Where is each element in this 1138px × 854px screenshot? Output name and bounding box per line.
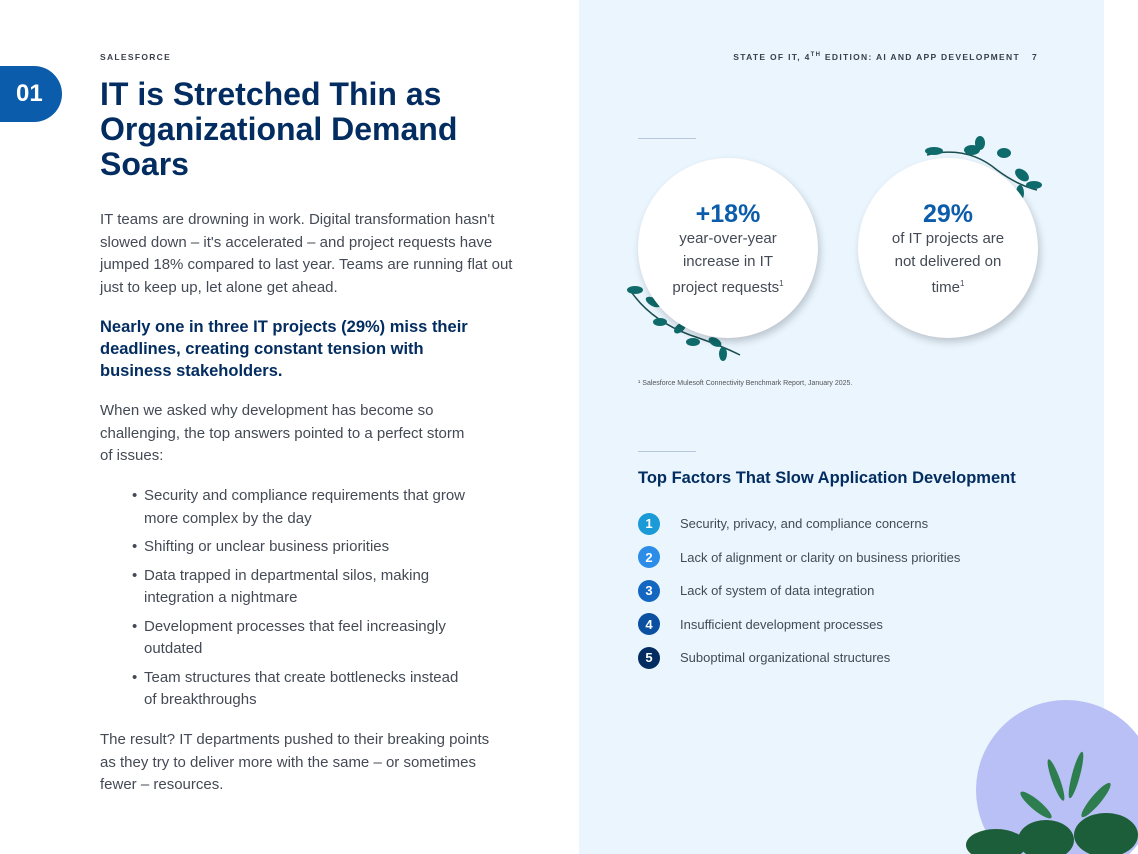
list-item: Data trapped in departmental silos, maki…: [132, 565, 472, 610]
list-item: Security and compliance requirements tha…: [132, 485, 472, 530]
footnote-ref: 1: [959, 279, 965, 288]
leaves-decoration-left: [627, 286, 741, 361]
factor-text: Security, privacy, and compliance concer…: [680, 516, 929, 532]
stat-text: of IT projects are not delivered on time: [891, 230, 1005, 296]
factor-item: 4 Insufficient development processes: [638, 608, 960, 642]
page-number: 7: [1031, 52, 1038, 62]
factor-text: Insufficient development processes: [680, 616, 883, 632]
factors-list: 1 Security, privacy, and compliance conce…: [638, 507, 960, 675]
lead-in-paragraph: When we asked why development has become…: [100, 402, 465, 464]
stat-description: year-over-year increase in IT project re…: [663, 228, 793, 300]
factor-text: Lack of system of data integration: [680, 583, 875, 599]
header-title-rest: EDITION: AI AND APP DEVELOPMENT: [821, 52, 1020, 62]
stat-value: 29%: [922, 200, 974, 228]
footnote-ref: 1: [779, 279, 784, 288]
list-item: Shifting or unclear business priorities: [132, 536, 472, 559]
stat-description: of IT projects are not delivered on time…: [883, 228, 1013, 300]
running-header: STATE OF IT, 4TH EDITION: AI AND APP DEV…: [733, 52, 1038, 62]
list-item: Development processes that feel increasi…: [132, 616, 472, 661]
issue-list: Security and compliance requirements tha…: [132, 485, 472, 718]
stat-value: +18%: [695, 200, 761, 228]
rank-badge: 4: [638, 613, 660, 636]
factor-item: 5 Suboptimal organizational structures: [638, 641, 960, 675]
plant-illustration: [966, 700, 1138, 854]
factor-text: Lack of alignment or clarity on business…: [680, 549, 961, 565]
intro-paragraph: IT teams are drowning in work. Digital t…: [100, 211, 513, 296]
rank-badge: 5: [638, 646, 660, 669]
stat-circle-delivery: 29% of IT projects are not delivered on …: [858, 158, 1038, 338]
page-title: IT is Stretched Thin as Organizational D…: [100, 76, 458, 182]
footnote: ¹ Salesforce Mulesoft Connectivity Bench…: [638, 380, 853, 387]
divider: [638, 451, 696, 452]
factor-item: 3 Lack of system of data integration: [638, 574, 960, 608]
divider: [638, 138, 696, 139]
stat-circle-requests: +18% year-over-year increase in IT proje…: [638, 158, 818, 338]
factors-title: Top Factors That Slow Application Develo…: [638, 469, 1016, 487]
factor-item: 1 Security, privacy, and compliance conce…: [638, 507, 960, 541]
brand-label: SALESFORCE: [100, 52, 172, 62]
section-number-tab: 01: [0, 66, 62, 122]
header-title: STATE OF IT, 4: [733, 52, 811, 62]
highlight-paragraph: Nearly one in three IT projects (29%) mi…: [100, 318, 468, 380]
factor-item: 2 Lack of alignment or clarity on busines…: [638, 541, 960, 575]
rank-badge: 2: [638, 546, 660, 569]
leaves-decoration-right: [925, 136, 1042, 201]
factor-text: Suboptimal organizational structures: [680, 650, 891, 666]
stat-text: year-over-year increase in IT project re…: [672, 230, 780, 296]
right-panel: [579, 0, 1104, 854]
header-sup: TH: [810, 52, 822, 59]
conclusion-paragraph: The result? IT departments pushed to the…: [100, 731, 490, 793]
rank-badge: 1: [638, 512, 660, 535]
rank-badge: 3: [638, 579, 660, 602]
list-item: Team structures that create bottlenecks …: [132, 667, 472, 712]
